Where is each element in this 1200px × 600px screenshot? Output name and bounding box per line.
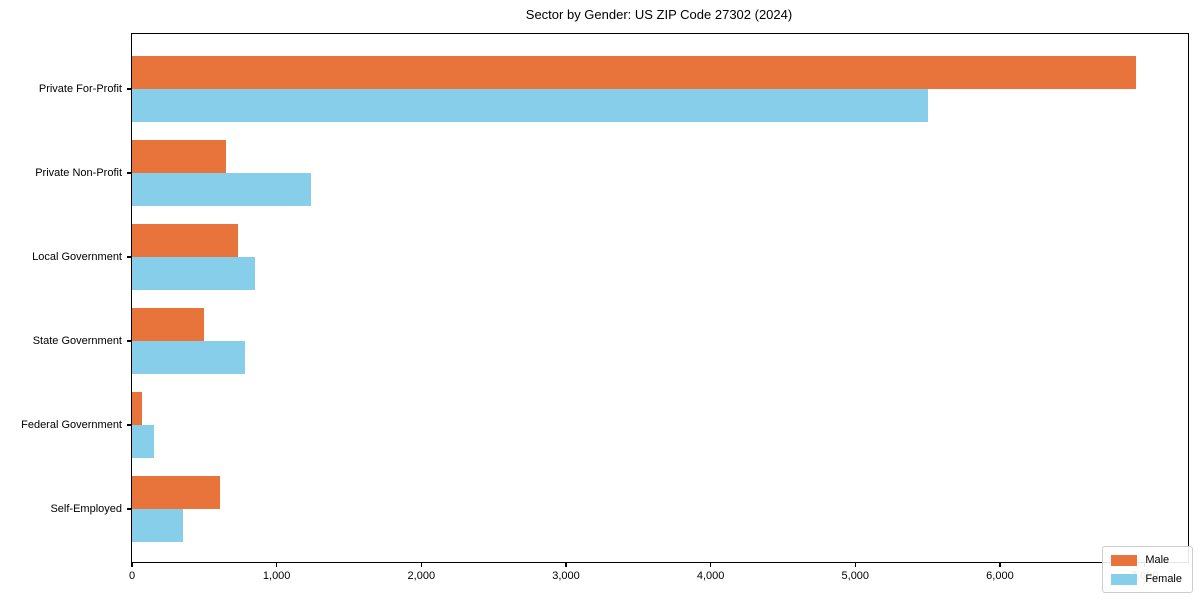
bar-female-2 — [132, 257, 255, 290]
category-label: Local Government — [32, 251, 122, 263]
x-tick-mark — [420, 562, 422, 567]
bar-male-3 — [132, 308, 205, 341]
bar-male-4 — [132, 392, 143, 425]
x-tick-mark — [710, 562, 712, 567]
y-tick-mark — [127, 424, 132, 426]
x-tick-label: 1,000 — [262, 570, 291, 582]
bar-male-0 — [132, 56, 1136, 89]
x-tick-label: 0 — [128, 570, 136, 582]
y-tick-mark — [127, 340, 132, 342]
x-tick-label: 2,000 — [407, 570, 436, 582]
legend: Male Female — [1102, 546, 1193, 593]
x-tick-label: 4,000 — [696, 570, 725, 582]
chart-title: Sector by Gender: US ZIP Code 27302 (202… — [525, 7, 793, 22]
x-tick-label: 6,000 — [986, 570, 1014, 582]
bar-female-3 — [132, 341, 245, 374]
y-tick-mark — [127, 172, 132, 174]
legend-row-male: Male — [1111, 554, 1182, 566]
legend-swatch-female — [1111, 573, 1138, 585]
category-label: State Government — [32, 335, 122, 347]
bar-female-0 — [132, 89, 928, 122]
category-label: Federal Government — [21, 419, 122, 431]
category-label: Self-Employed — [50, 503, 122, 515]
legend-label-male: Male — [1145, 554, 1170, 566]
plot-area: Private For-Profit Private Non-Profit Loca… — [21, 33, 1189, 582]
y-tick-mark — [127, 88, 132, 90]
bar-male-5 — [132, 476, 221, 509]
x-tick-mark — [854, 562, 856, 567]
x-tick-label: 3,000 — [552, 570, 580, 582]
legend-swatch-male — [1111, 554, 1138, 566]
category-label: Private For-Profit — [38, 83, 122, 95]
y-tick-mark — [127, 256, 132, 258]
bar-male-1 — [132, 140, 227, 173]
bar-female-5 — [132, 509, 183, 542]
bar-male-2 — [132, 224, 238, 257]
y-tick-mark — [127, 508, 132, 510]
bar-female-1 — [132, 173, 312, 206]
x-tick-mark — [999, 562, 1001, 567]
x-tick-mark — [131, 562, 133, 567]
bar-female-4 — [132, 425, 154, 458]
x-tick-mark — [565, 562, 567, 567]
legend-row-female: Female — [1111, 573, 1182, 585]
legend-label-female: Female — [1145, 573, 1182, 585]
category-label: Private Non-Profit — [35, 167, 122, 179]
x-tick-mark — [276, 562, 278, 567]
x-tick-label: 5,000 — [841, 570, 870, 582]
